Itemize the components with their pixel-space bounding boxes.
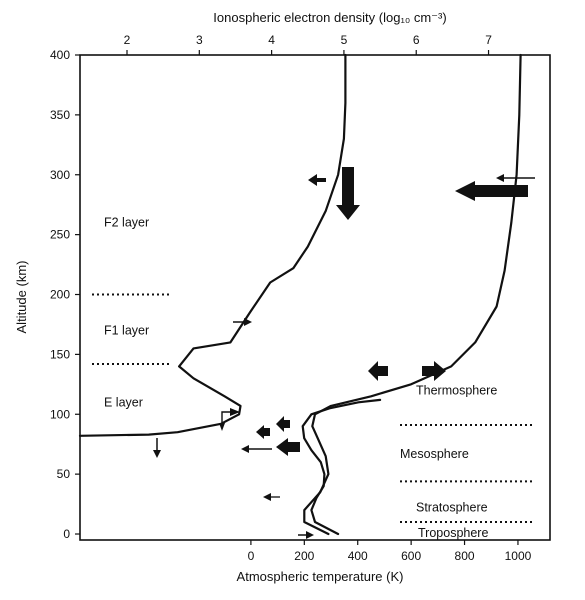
thick-arrow-left-icon [276,438,300,456]
top-tick-label: 4 [268,33,275,47]
thick-arrow-down-icon [336,167,360,220]
region-label: Troposphere [418,526,488,540]
left-axis-title: Altitude (km) [14,261,29,334]
region-label: F1 layer [104,323,149,337]
top-tick-label: 7 [485,33,492,47]
left-tick-label: 400 [50,48,70,62]
bottom-tick-label: 200 [294,549,314,563]
region-labels: F2 layer F1 layer E layer Thermosphere Mesos… [104,216,497,540]
left-tick-label: 0 [63,527,70,541]
top-tick-label: 5 [341,33,348,47]
region-label: Thermosphere [416,383,497,397]
bottom-tick-label: 1000 [505,549,532,563]
left-tick-label: 100 [50,407,70,421]
bottom-tick-label: 0 [248,549,255,563]
left-tick-label: 50 [57,467,71,481]
top-axis-ticks: 2 3 4 5 6 7 [124,33,492,55]
left-tick-label: 250 [50,228,70,242]
left-axis-ticks: 0 50 100 150 200 250 300 350 400 [50,48,80,541]
bottom-axis-ticks: 0 200 400 600 800 1000 [248,540,532,563]
temperature-curve [303,53,522,536]
region-label: E layer [104,395,143,409]
top-axis-title: Ionospheric electron density (log₁₀ cm⁻³… [213,10,446,25]
left-tick-label: 200 [50,288,70,302]
electron-density-curve [78,53,347,437]
thick-arrow-left-icon [368,361,388,381]
region-label: F2 layer [104,216,149,230]
left-tick-label: 300 [50,168,70,182]
thick-arrow-right-icon [422,361,446,381]
bent-arrow-head-right-icon [230,408,240,416]
thick-arrow-left-icon [276,416,290,432]
region-label: Stratosphere [416,501,488,515]
top-tick-label: 2 [124,33,131,47]
plot-frame [79,54,551,541]
region-label: Mesosphere [400,447,469,461]
left-tick-label: 350 [50,108,70,122]
bottom-tick-label: 600 [401,549,421,563]
small-arrow-left-icon [308,174,326,186]
left-tick-label: 150 [50,347,70,361]
bottom-axis-title: Atmospheric temperature (K) [237,569,404,584]
layer-boundary-lines [92,293,532,524]
bent-arrow-head-icon [219,423,225,431]
profile-curves [78,53,522,536]
thick-arrow-left-icon [455,181,528,201]
top-tick-label: 6 [413,33,420,47]
bottom-tick-label: 400 [348,549,368,563]
flow-arrows [153,167,535,539]
top-tick-label: 3 [196,33,203,47]
bottom-tick-label: 800 [455,549,475,563]
thick-arrow-left-icon [256,425,270,439]
